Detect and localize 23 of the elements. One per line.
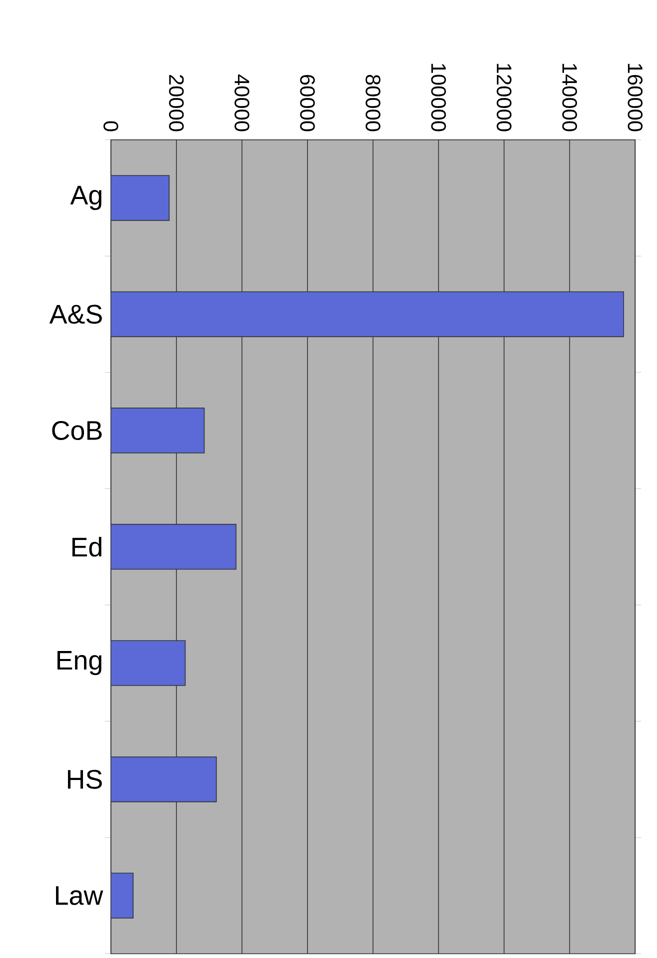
- x-tick-label: 160000: [628, 64, 643, 132]
- x-tick-label: 0: [103, 121, 118, 132]
- y-tick-label: Law: [56, 886, 104, 905]
- bar: [110, 640, 186, 686]
- y-tick-label: HS: [68, 770, 102, 789]
- bar: [110, 408, 205, 454]
- y-tick-label: Ag: [70, 186, 102, 210]
- y-tick-label: Eng: [57, 651, 102, 676]
- bar: [110, 524, 236, 570]
- x-tick-label: 140000: [562, 64, 577, 132]
- x-tick-label: 20000: [168, 75, 184, 132]
- x-tick-label: 120000: [496, 64, 512, 132]
- x-tick-label: 40000: [234, 74, 250, 132]
- x-tick-label: 80000: [366, 74, 380, 132]
- bar: [110, 872, 134, 918]
- bar: [110, 756, 217, 802]
- bar: [110, 291, 624, 338]
- y-tick-label: A&S: [49, 304, 102, 324]
- bar: [110, 175, 170, 221]
- x-tick-label: 60000: [300, 75, 315, 132]
- x-tick-label: 100000: [431, 64, 446, 132]
- y-tick-label: CoB: [52, 421, 102, 440]
- y-tick-label: Ed: [72, 536, 102, 557]
